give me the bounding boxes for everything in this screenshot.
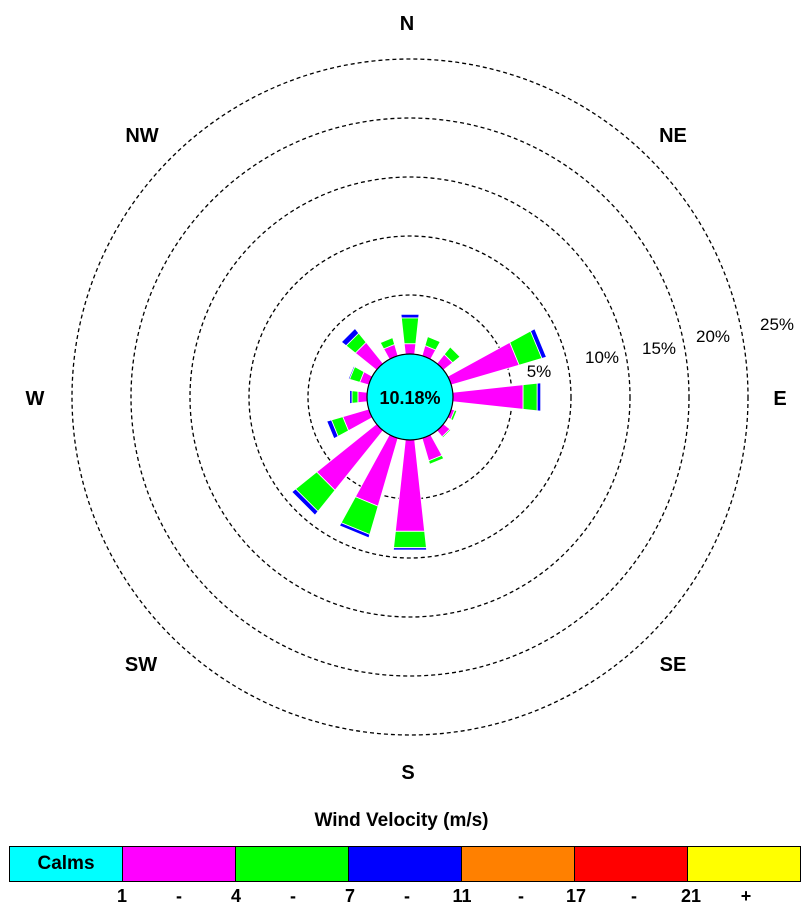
wind-bar-0-bin-1 bbox=[400, 317, 420, 345]
wind-bar-157.5-bin-1 bbox=[428, 454, 445, 465]
direction-label-n: N bbox=[400, 13, 414, 35]
legend-tick-11: + bbox=[740, 886, 752, 906]
wind-bar-90-bin-2 bbox=[536, 382, 542, 412]
wind-bar-135-bin-1 bbox=[441, 428, 452, 439]
direction-label-e: E bbox=[773, 388, 786, 410]
legend-tick-7: - bbox=[518, 886, 524, 906]
ring-label-25%: 25% bbox=[760, 315, 794, 334]
legend-swatch-3 bbox=[348, 846, 462, 882]
legend-swatch-calms: Calms bbox=[9, 846, 123, 882]
wind-bar-22.5-bin-2 bbox=[427, 335, 442, 343]
legend-tick-2: 4 bbox=[230, 886, 242, 906]
wind-bar-90-bin-1 bbox=[522, 382, 538, 412]
wind-bar-270-bin-0 bbox=[357, 390, 368, 404]
wind-bar-292.5-bin-2 bbox=[347, 365, 356, 380]
direction-label-s: S bbox=[401, 762, 414, 784]
wind-bar-337.5-bin-1 bbox=[379, 337, 396, 350]
wind-bar-270-bin-2 bbox=[349, 389, 353, 405]
legend-tick-10: 21 bbox=[680, 886, 702, 906]
wind-bar-225-bin-2 bbox=[291, 488, 319, 516]
wind-bar-270-bin-1 bbox=[351, 390, 359, 404]
wind-bar-180-bin-1 bbox=[393, 530, 427, 549]
legend-tick-0: 1 bbox=[116, 886, 128, 906]
direction-label-sw: SW bbox=[125, 654, 157, 676]
wind-bar-90-bin-0 bbox=[452, 384, 524, 410]
legend-tick-3: - bbox=[290, 886, 296, 906]
direction-label-w: W bbox=[26, 388, 45, 410]
wind-bar-315-bin-2 bbox=[340, 327, 360, 347]
wind-bar-67.5-bin-2 bbox=[529, 328, 547, 359]
legend-color-bar: Calms bbox=[9, 846, 801, 882]
legend-tick-4: 7 bbox=[344, 886, 356, 906]
legend-calms-label: Calms bbox=[37, 853, 95, 874]
ring-15% bbox=[189, 176, 631, 618]
legend-tick-5: - bbox=[404, 886, 410, 906]
wind-bar-112.5-bin-1 bbox=[450, 409, 458, 422]
wind-bar-180-bin-2 bbox=[392, 547, 428, 551]
legend-swatch-6 bbox=[687, 846, 801, 882]
legend-tick-8: 17 bbox=[565, 886, 587, 906]
ring-20% bbox=[130, 117, 690, 677]
wind-rose-chart: 10.18% 5% 10% 15% 20% 25% N NE E SE S SW W NW bbox=[26, 13, 794, 784]
wind-bar-180-bin-0 bbox=[394, 439, 426, 532]
legend-swatch-2 bbox=[235, 846, 349, 882]
wind-bar-202.5-bin-2 bbox=[338, 522, 371, 539]
ring-25% bbox=[71, 58, 749, 736]
legend-swatch-5 bbox=[574, 846, 688, 882]
ring-label-20%: 20% bbox=[696, 327, 730, 346]
wind-bar-67.5-bin-0 bbox=[447, 341, 520, 386]
legend-swatch-1 bbox=[122, 846, 236, 882]
calms-circle bbox=[366, 353, 454, 441]
ring-label-15%: 15% bbox=[642, 339, 676, 358]
direction-label-ne: NE bbox=[659, 125, 687, 147]
legend-ticks: 1 - 4 - 7 - 11 - 17 - 21 + bbox=[0, 886, 803, 910]
legend-title: Wind Velocity (m/s) bbox=[314, 810, 489, 831]
ring-label-5%: 5% bbox=[527, 362, 552, 381]
wind-bar-45-bin-2 bbox=[449, 345, 462, 358]
ring-10% bbox=[248, 235, 572, 559]
ring-label-10%: 10% bbox=[585, 348, 619, 367]
calms-percent-label: 10.18% bbox=[379, 388, 440, 408]
legend-tick-6: 11 bbox=[452, 886, 472, 906]
legend-swatch-4 bbox=[461, 846, 575, 882]
wind-bar-247.5-bin-2 bbox=[326, 419, 339, 440]
direction-label-nw: NW bbox=[125, 125, 158, 147]
wind-bar-0-bin-2 bbox=[400, 314, 420, 319]
direction-label-se: SE bbox=[660, 654, 687, 676]
legend-tick-9: - bbox=[631, 886, 637, 906]
wind-bar-0-bin-0 bbox=[403, 343, 417, 355]
legend-tick-1: - bbox=[176, 886, 182, 906]
